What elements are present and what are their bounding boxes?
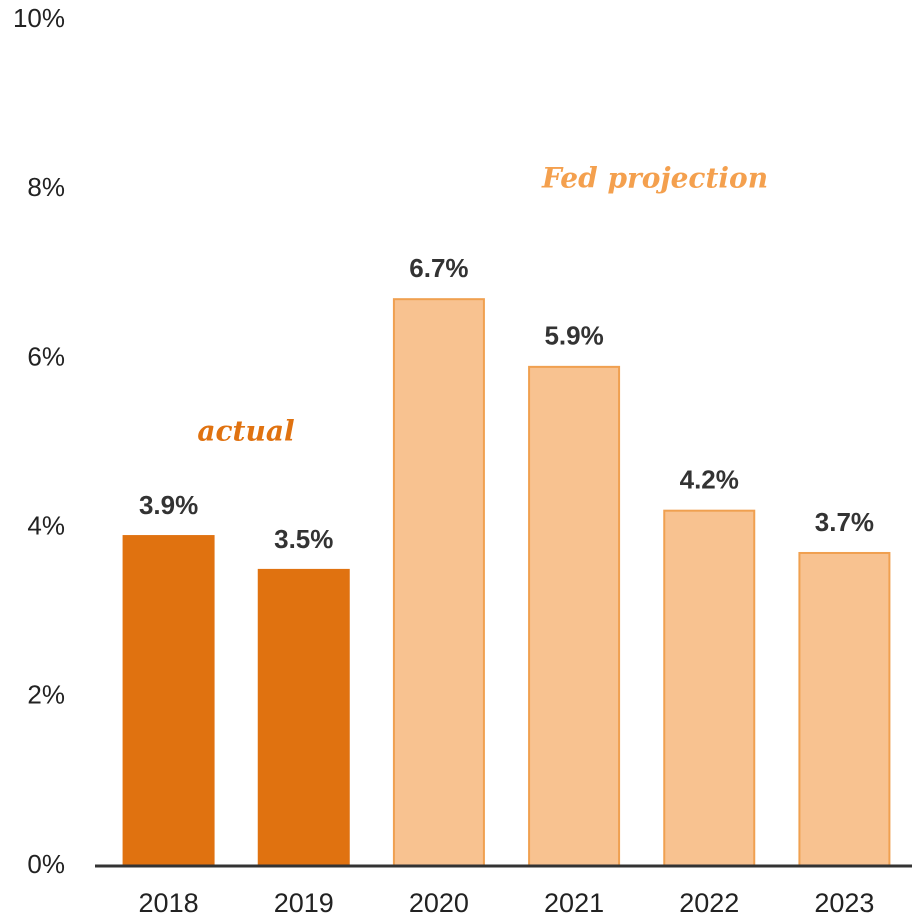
- y-tick-label: 2%: [27, 680, 65, 710]
- value-label: 4.2%: [680, 465, 739, 495]
- annotation: Fed projection: [541, 162, 768, 195]
- value-label: 3.7%: [815, 507, 874, 537]
- value-label: 5.9%: [544, 321, 603, 351]
- bar: [257, 568, 350, 868]
- x-tick-label: 2018: [139, 888, 199, 918]
- bar: [122, 535, 215, 867]
- bar: [798, 551, 891, 867]
- bar: [392, 298, 485, 867]
- x-tick-label: 2023: [814, 888, 874, 918]
- value-label: 3.5%: [274, 524, 333, 554]
- bar: [663, 509, 756, 867]
- y-tick-label: 6%: [27, 341, 65, 371]
- value-label: 3.9%: [139, 490, 198, 520]
- value-label: 6.7%: [409, 253, 468, 283]
- x-tick-label: 2022: [679, 888, 739, 918]
- y-tick-label: 0%: [27, 849, 65, 879]
- bar: [528, 365, 621, 867]
- x-tick-label: 2019: [274, 888, 334, 918]
- x-tick-label: 2021: [544, 888, 604, 918]
- y-tick-label: 4%: [27, 510, 65, 540]
- y-tick-label: 8%: [27, 172, 65, 202]
- y-tick-label: 10%: [13, 3, 65, 33]
- x-tick-label: 2020: [409, 888, 469, 918]
- annotation: actual: [197, 415, 294, 448]
